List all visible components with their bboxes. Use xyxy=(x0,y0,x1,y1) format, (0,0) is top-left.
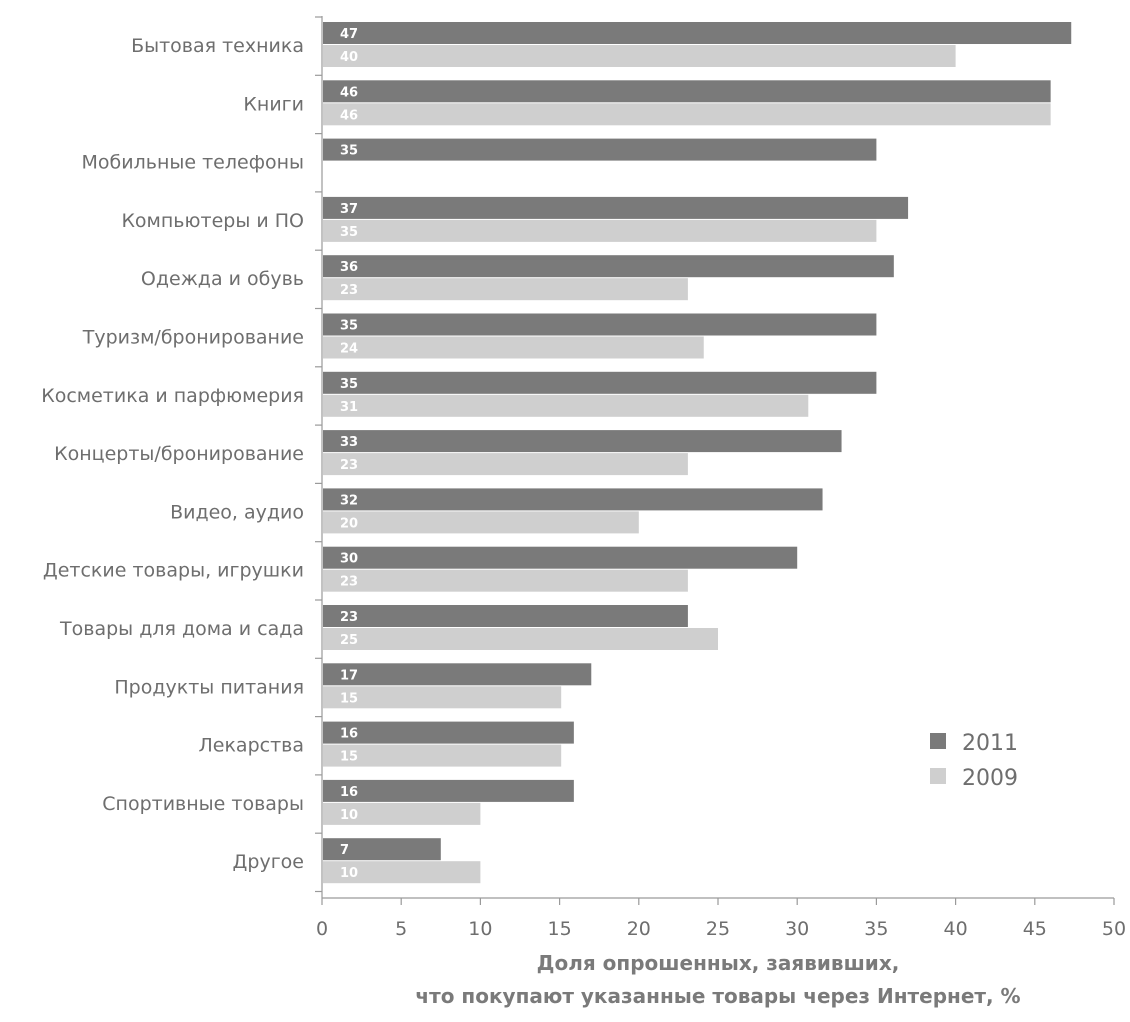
legend-swatch-2009 xyxy=(930,768,946,784)
bar-label-2009-6: 31 xyxy=(340,400,358,415)
category-label-8: Видео, аудио xyxy=(170,501,304,523)
bar-2011-8 xyxy=(323,488,823,511)
bar-label-2009-7: 23 xyxy=(340,458,358,473)
bar-label-2009-0: 40 xyxy=(340,50,358,65)
bar-2009-13 xyxy=(323,802,481,825)
bars-layer xyxy=(323,22,1072,884)
category-labels-layer: Бытовая техника Книги Мобильные телефоны Ко… xyxy=(41,35,304,873)
bar-2009-5 xyxy=(323,336,704,359)
axes-layer xyxy=(315,16,1115,905)
bar-2011-13 xyxy=(323,779,574,802)
bar-label-2011-13: 16 xyxy=(340,785,358,800)
category-label-1: Книги xyxy=(243,93,304,115)
x-tick-label-10: 50 xyxy=(1102,918,1126,940)
x-tick-label-9: 45 xyxy=(1023,918,1047,940)
x-tick-label-2: 10 xyxy=(468,918,492,940)
bar-label-2011-9: 30 xyxy=(340,552,358,567)
bar-label-2009-3: 35 xyxy=(340,225,358,240)
bar-labels-layer: 47 40 46 46 35 37 35 36 23 35 24 35 31 33 23 32 20 30 23 23… xyxy=(340,27,358,881)
bar-label-2011-2: 35 xyxy=(340,144,358,159)
legend: 2011 2009 xyxy=(930,731,1018,791)
category-label-9: Детские товары, игрушки xyxy=(43,560,304,582)
bar-2011-4 xyxy=(323,255,894,278)
bar-label-2009-9: 23 xyxy=(340,575,358,590)
bar-label-2009-5: 24 xyxy=(340,342,358,357)
bar-2009-4 xyxy=(323,278,688,301)
bar-label-2011-10: 23 xyxy=(340,610,358,625)
bar-2009-6 xyxy=(323,394,809,417)
bar-label-2009-12: 15 xyxy=(340,750,358,765)
legend-label-2009: 2009 xyxy=(962,766,1018,791)
bar-2011-7 xyxy=(323,430,842,453)
bar-2009-8 xyxy=(323,511,639,534)
x-tick-label-4: 20 xyxy=(627,918,651,940)
bar-label-2009-14: 10 xyxy=(340,866,358,881)
bar-2009-1 xyxy=(323,103,1051,126)
bar-label-2011-0: 47 xyxy=(340,27,358,42)
x-tick-label-3: 15 xyxy=(548,918,572,940)
category-label-5: Туризм/бронирование xyxy=(82,327,304,349)
x-tick-label-0: 0 xyxy=(316,918,328,940)
category-label-6: Косметика и парфюмерия xyxy=(41,385,304,407)
bar-label-2009-1: 46 xyxy=(340,108,358,123)
bar-label-2011-3: 37 xyxy=(340,202,358,217)
bar-2009-10 xyxy=(323,628,718,650)
x-tick-label-5: 25 xyxy=(706,918,730,940)
category-label-13: Спортивные товары xyxy=(102,793,304,815)
bar-2009-7 xyxy=(323,453,688,476)
bar-label-2011-14: 7 xyxy=(340,843,349,858)
bar-2009-9 xyxy=(323,569,688,592)
bar-2011-5 xyxy=(323,313,877,336)
x-axis-title-line-1: что покупают указанные товары через Инте… xyxy=(415,984,1020,1008)
category-label-0: Бытовая техника xyxy=(131,35,304,57)
bar-2011-3 xyxy=(323,196,909,219)
bar-label-2009-11: 15 xyxy=(340,691,358,706)
legend-swatch-2011 xyxy=(930,733,946,749)
category-label-10: Товары для дома и сада xyxy=(59,618,304,640)
category-label-14: Другое xyxy=(233,851,304,873)
bar-2011-6 xyxy=(323,371,877,394)
x-tick-label-1: 5 xyxy=(395,918,407,940)
bar-label-2009-8: 20 xyxy=(340,516,358,531)
x-tick-label-7: 35 xyxy=(864,918,888,940)
bar-2011-9 xyxy=(323,546,798,569)
category-label-12: Лекарства xyxy=(198,735,304,757)
bar-2011-11 xyxy=(323,663,592,686)
bar-label-2009-13: 10 xyxy=(340,808,358,823)
x-axis-title-line-0: Доля опрошенных, заявивших, xyxy=(537,951,900,975)
bar-label-2011-11: 17 xyxy=(340,668,358,683)
bar-2009-3 xyxy=(323,219,877,242)
category-label-4: Одежда и обувь xyxy=(141,268,304,290)
bar-2011-12 xyxy=(323,721,574,744)
category-label-7: Концерты/бронирование xyxy=(54,443,304,465)
bar-2011-0 xyxy=(323,22,1072,44)
bar-2011-10 xyxy=(323,605,688,627)
bar-label-2011-12: 16 xyxy=(340,727,358,742)
bar-label-2011-6: 35 xyxy=(340,377,358,392)
bar-label-2011-7: 33 xyxy=(340,435,358,450)
bar-label-2011-4: 36 xyxy=(340,260,358,275)
bar-2009-0 xyxy=(323,45,956,67)
legend-label-2011: 2011 xyxy=(962,731,1018,756)
bar-label-2009-10: 25 xyxy=(340,633,358,648)
category-label-2: Мобильные телефоны xyxy=(82,152,304,174)
bar-label-2011-5: 35 xyxy=(340,319,358,334)
bar-2009-12 xyxy=(323,744,562,767)
x-tick-label-8: 40 xyxy=(944,918,968,940)
bar-label-2011-8: 32 xyxy=(340,493,358,508)
category-label-3: Компьютеры и ПО xyxy=(121,210,304,232)
bar-2009-14 xyxy=(323,861,481,884)
bar-2011-2 xyxy=(323,138,877,161)
bar-2009-11 xyxy=(323,686,562,709)
x-tick-label-6: 30 xyxy=(785,918,809,940)
bar-label-2009-4: 23 xyxy=(340,283,358,298)
category-label-11: Продукты питания xyxy=(114,676,304,698)
x-axis-title: Доля опрошенных, заявивших, что покупают … xyxy=(415,951,1020,1008)
bar-2011-14 xyxy=(323,838,441,861)
bar-label-2011-1: 46 xyxy=(340,85,358,100)
tick-labels-layer: 0 5 10 15 20 25 30 35 40 45 50 xyxy=(316,918,1126,940)
bar-2011-1 xyxy=(323,80,1051,103)
